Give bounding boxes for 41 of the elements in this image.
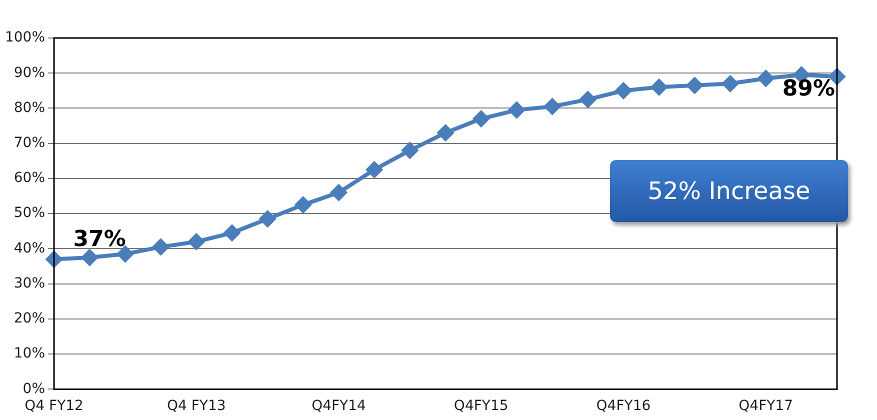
x-tick-label: Q4 FY13 — [166, 398, 226, 414]
y-tick-label: 60% — [14, 170, 46, 186]
y-tick-label: 20% — [14, 310, 46, 327]
point — [260, 210, 276, 227]
annotation: 52% Increase — [610, 160, 848, 222]
point — [117, 246, 134, 262]
x-tick-label: Q4FY14 — [312, 398, 366, 414]
point — [224, 224, 240, 241]
y-tick-label: 90% — [14, 64, 46, 81]
point — [366, 162, 382, 178]
point — [508, 102, 525, 118]
y-tick-label: 30% — [14, 275, 46, 292]
point — [152, 238, 169, 255]
point — [722, 76, 738, 92]
point — [295, 196, 312, 213]
y-tick-label: 50% — [14, 205, 46, 222]
point — [615, 82, 632, 99]
point — [402, 142, 418, 158]
y-tick-label: 0% — [22, 380, 46, 397]
data-label: 89% — [782, 76, 835, 102]
point — [651, 79, 668, 96]
point — [82, 250, 98, 266]
point — [686, 77, 703, 94]
point — [188, 234, 204, 250]
x-tick-label: Q4FY16 — [596, 398, 651, 414]
point — [580, 91, 596, 108]
y-tick-label: 40% — [14, 240, 46, 256]
point — [758, 70, 774, 86]
x-tick-label: Q4 FY12 — [24, 398, 84, 414]
x-tick-label: Q4FY17 — [738, 398, 793, 414]
y-tick-label: 10% — [14, 346, 46, 362]
y-tick-label: 100% — [4, 30, 46, 46]
data-label: 37% — [73, 227, 126, 252]
point — [473, 110, 490, 127]
point — [330, 184, 347, 201]
y-tick-label: 70% — [14, 135, 46, 151]
point — [544, 98, 560, 114]
point — [46, 251, 62, 268]
y-tick-label: 80% — [14, 100, 46, 116]
x-tick-label: Q4FY15 — [454, 398, 508, 414]
point — [438, 124, 454, 141]
